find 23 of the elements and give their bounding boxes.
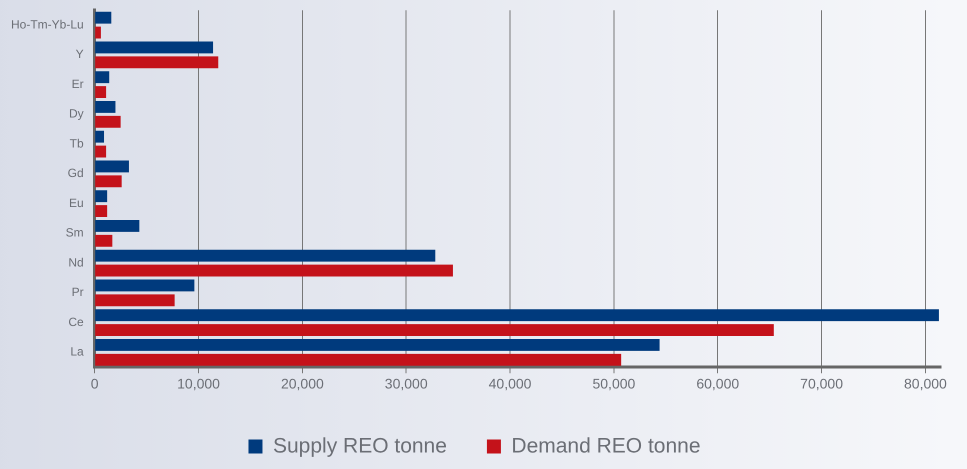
y-tick-label: La	[70, 344, 84, 359]
x-tick-label: 30,000	[384, 375, 428, 392]
legend-label: Supply REO tonne	[272, 434, 447, 458]
x-tick-label: 20,000	[280, 375, 324, 392]
y-tick-label: Eu	[68, 196, 84, 210]
y-tick-label: Ce	[68, 314, 84, 329]
y-tick-label: Tb	[70, 136, 84, 150]
y-tick-label: Pr	[72, 285, 84, 300]
x-tick-label: 0	[90, 375, 99, 392]
y-tick-label: Ho-Tm-Yb-Lu	[10, 17, 84, 32]
legend-label: Demand REO tonne	[511, 434, 701, 458]
y-tick-label: Dy	[69, 106, 84, 121]
y-tick-label: Sm	[66, 226, 84, 240]
y-tick-label: Nd	[68, 255, 84, 270]
y-tick-label: Er	[72, 76, 84, 91]
x-tick-label: 50,000	[592, 375, 636, 392]
x-tick-label: 70,000	[800, 375, 844, 392]
x-tick-label: 40,000	[488, 375, 532, 392]
x-tick-label: 10,000	[177, 375, 220, 392]
y-tick-label: Gd	[68, 166, 84, 180]
x-tick-label: 80,000	[904, 375, 948, 392]
x-tick-label: 60,000	[696, 375, 740, 392]
y-tick-label: Y	[76, 47, 84, 62]
